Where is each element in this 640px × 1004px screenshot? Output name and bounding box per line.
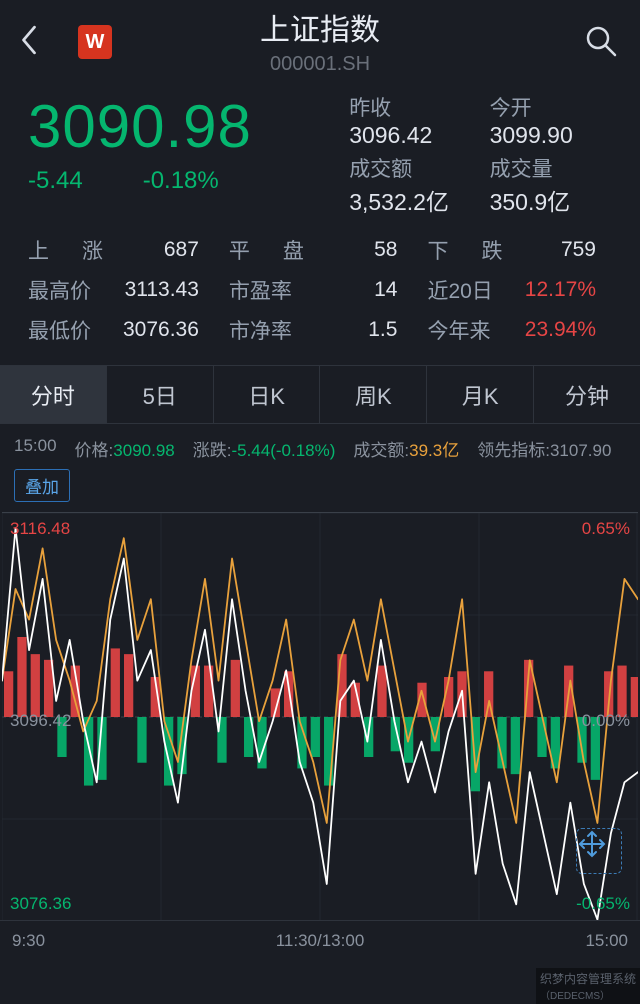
flat-value: 58 (324, 238, 414, 262)
timeframe-tabs: 分时5日日K周K月K分钟 (0, 366, 640, 424)
info-chg-label: 涨跌: (193, 441, 232, 460)
page-title: 上证指数 (260, 5, 380, 49)
change-pct: -0.18% (143, 167, 219, 195)
ytd-value: 23.94% (522, 318, 612, 342)
down-value: 759 (522, 238, 612, 262)
x-end: 15:00 (585, 931, 628, 951)
change-abs: -5.44 (28, 167, 83, 195)
ticker-code: 000001.SH (260, 53, 380, 76)
volume-value: 350.9亿 (490, 183, 612, 217)
info-price-val: 3090.98 (113, 441, 174, 460)
tab-1[interactable]: 5日 (107, 366, 214, 423)
intraday-chart[interactable]: 3116.48 0.65% 3096.42 0.00% 3076.36 -0.6… (2, 512, 638, 920)
info-time: 15:00 (14, 436, 57, 461)
quote-panel: 3090.98 -5.44 -0.18% 昨收 3096.42 今开 3099.… (0, 80, 640, 366)
info-lead-label: 领先指标: (477, 441, 550, 460)
stats-grid: 上 涨 687 平 盘 58 下 跌 759 最高价 3113.43 市盈率 1… (28, 235, 612, 345)
search-button[interactable] (584, 24, 618, 63)
high-value: 3113.43 (123, 278, 215, 302)
watermark: 织梦内容管理系统（DEDECMS） (536, 968, 640, 1004)
turnover-label: 成交额 (349, 153, 471, 183)
low-value: 3076.36 (123, 318, 215, 342)
tab-3[interactable]: 周K (320, 366, 427, 423)
pb-label: 市净率 (229, 315, 310, 345)
volume-label: 成交量 (490, 153, 612, 183)
info-turnover-val: 39.3亿 (409, 441, 459, 460)
up-value: 687 (123, 238, 215, 262)
open-label: 今开 (490, 92, 612, 122)
d20-value: 12.17% (522, 278, 612, 302)
x-start: 9:30 (12, 931, 45, 951)
low-label: 最低价 (28, 315, 109, 345)
header-bar: W 上证指数 000001.SH (0, 0, 640, 80)
info-price-label: 价格: (75, 441, 114, 460)
down-label: 下 跌 (427, 235, 508, 265)
back-button[interactable] (18, 22, 40, 63)
tab-5[interactable]: 分钟 (534, 366, 640, 423)
y-mid-left: 3096.42 (10, 711, 71, 731)
up-label: 上 涨 (28, 235, 109, 265)
x-mid: 11:30/13:00 (276, 931, 365, 951)
pe-label: 市盈率 (229, 275, 310, 305)
info-chg-val: -5.44(-0.18%) (231, 441, 335, 460)
prev-close-label: 昨收 (349, 92, 471, 122)
tab-2[interactable]: 日K (214, 366, 321, 423)
pb-value: 1.5 (324, 318, 414, 342)
flat-label: 平 盘 (229, 235, 310, 265)
y-top-left: 3116.48 (10, 519, 70, 539)
tab-0[interactable]: 分时 (0, 366, 107, 423)
open-value: 3099.90 (490, 122, 612, 149)
y-top-right: 0.65% (582, 519, 630, 539)
tab-4[interactable]: 月K (427, 366, 534, 423)
chart-xaxis: 9:30 11:30/13:00 15:00 (0, 920, 640, 962)
info-turnover-label: 成交额: (353, 441, 409, 460)
app-logo: W (78, 25, 112, 59)
ytd-label: 今年来 (427, 315, 508, 345)
y-bot-right: -0.65% (576, 894, 630, 914)
y-bot-left: 3076.36 (10, 894, 71, 914)
info-lead-val: 3107.90 (550, 441, 611, 460)
turnover-value: 3,532.2亿 (349, 183, 471, 217)
pe-value: 14 (324, 278, 414, 302)
y-mid-right: 0.00% (582, 711, 630, 731)
overlay-button[interactable]: 叠加 (14, 469, 70, 502)
last-price: 3090.98 (28, 92, 349, 161)
prev-close-value: 3096.42 (349, 122, 471, 149)
chart-info-line: 15:00 价格:3090.98 涨跌:-5.44(-0.18%) 成交额:39… (0, 424, 640, 469)
move-handle-icon[interactable] (576, 828, 622, 874)
d20-label: 近20日 (427, 275, 508, 305)
high-label: 最高价 (28, 275, 109, 305)
